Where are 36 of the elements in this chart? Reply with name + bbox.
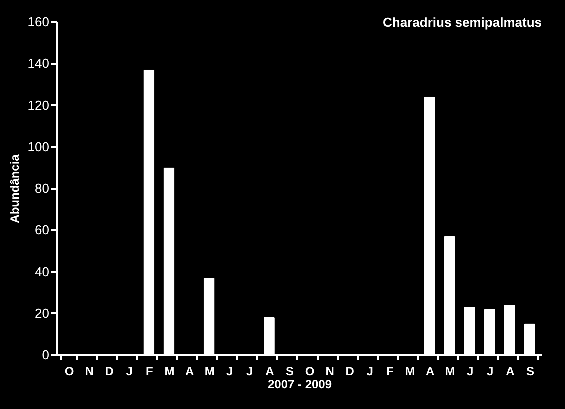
x-tick-label: A bbox=[426, 364, 435, 378]
y-tick-label: 100 bbox=[28, 139, 50, 154]
x-tick-label: N bbox=[85, 364, 94, 378]
x-tick-label: M bbox=[204, 364, 215, 378]
x-tick-label: S bbox=[286, 364, 294, 378]
x-tick-label: J bbox=[487, 364, 494, 378]
x-tick-label: J bbox=[246, 364, 254, 378]
x-tick-label: O bbox=[305, 364, 315, 378]
x-tick-label: S bbox=[526, 364, 534, 378]
y-tick-label: 80 bbox=[35, 181, 50, 196]
y-tick-label: 160 bbox=[28, 14, 50, 30]
x-tick-label: M bbox=[405, 364, 416, 378]
y-tick-label: 40 bbox=[35, 264, 50, 280]
chart-title: Charadrius semipalmatus bbox=[383, 15, 542, 30]
y-tick-label: 20 bbox=[35, 306, 50, 321]
y-tick-label: 0 bbox=[42, 348, 50, 362]
x-tick-label: J bbox=[467, 364, 474, 378]
x-tick-label: N bbox=[326, 364, 334, 378]
x-tick-label: A bbox=[266, 364, 275, 378]
x-tick-label: J bbox=[366, 364, 374, 378]
x-tick-label: D bbox=[346, 364, 355, 378]
y-tick-label: 140 bbox=[28, 56, 50, 72]
x-tick-label: F bbox=[146, 364, 154, 378]
x-axis-title: 2007 - 2009 bbox=[268, 378, 332, 392]
x-tick-label: A bbox=[185, 364, 194, 378]
y-tick-label: 60 bbox=[35, 222, 50, 238]
x-tick-label: D bbox=[105, 364, 114, 378]
y-axis-title: Abundância bbox=[8, 154, 22, 224]
x-tick-label: J bbox=[226, 364, 234, 378]
y-tick-label: 120 bbox=[28, 98, 50, 113]
x-tick-label: O bbox=[64, 364, 74, 378]
x-tick-label: F bbox=[386, 364, 394, 378]
x-tick-label: A bbox=[506, 364, 516, 378]
x-tick-label: M bbox=[445, 364, 456, 378]
x-tick-label: M bbox=[164, 364, 175, 378]
x-tick-label: J bbox=[126, 364, 133, 378]
